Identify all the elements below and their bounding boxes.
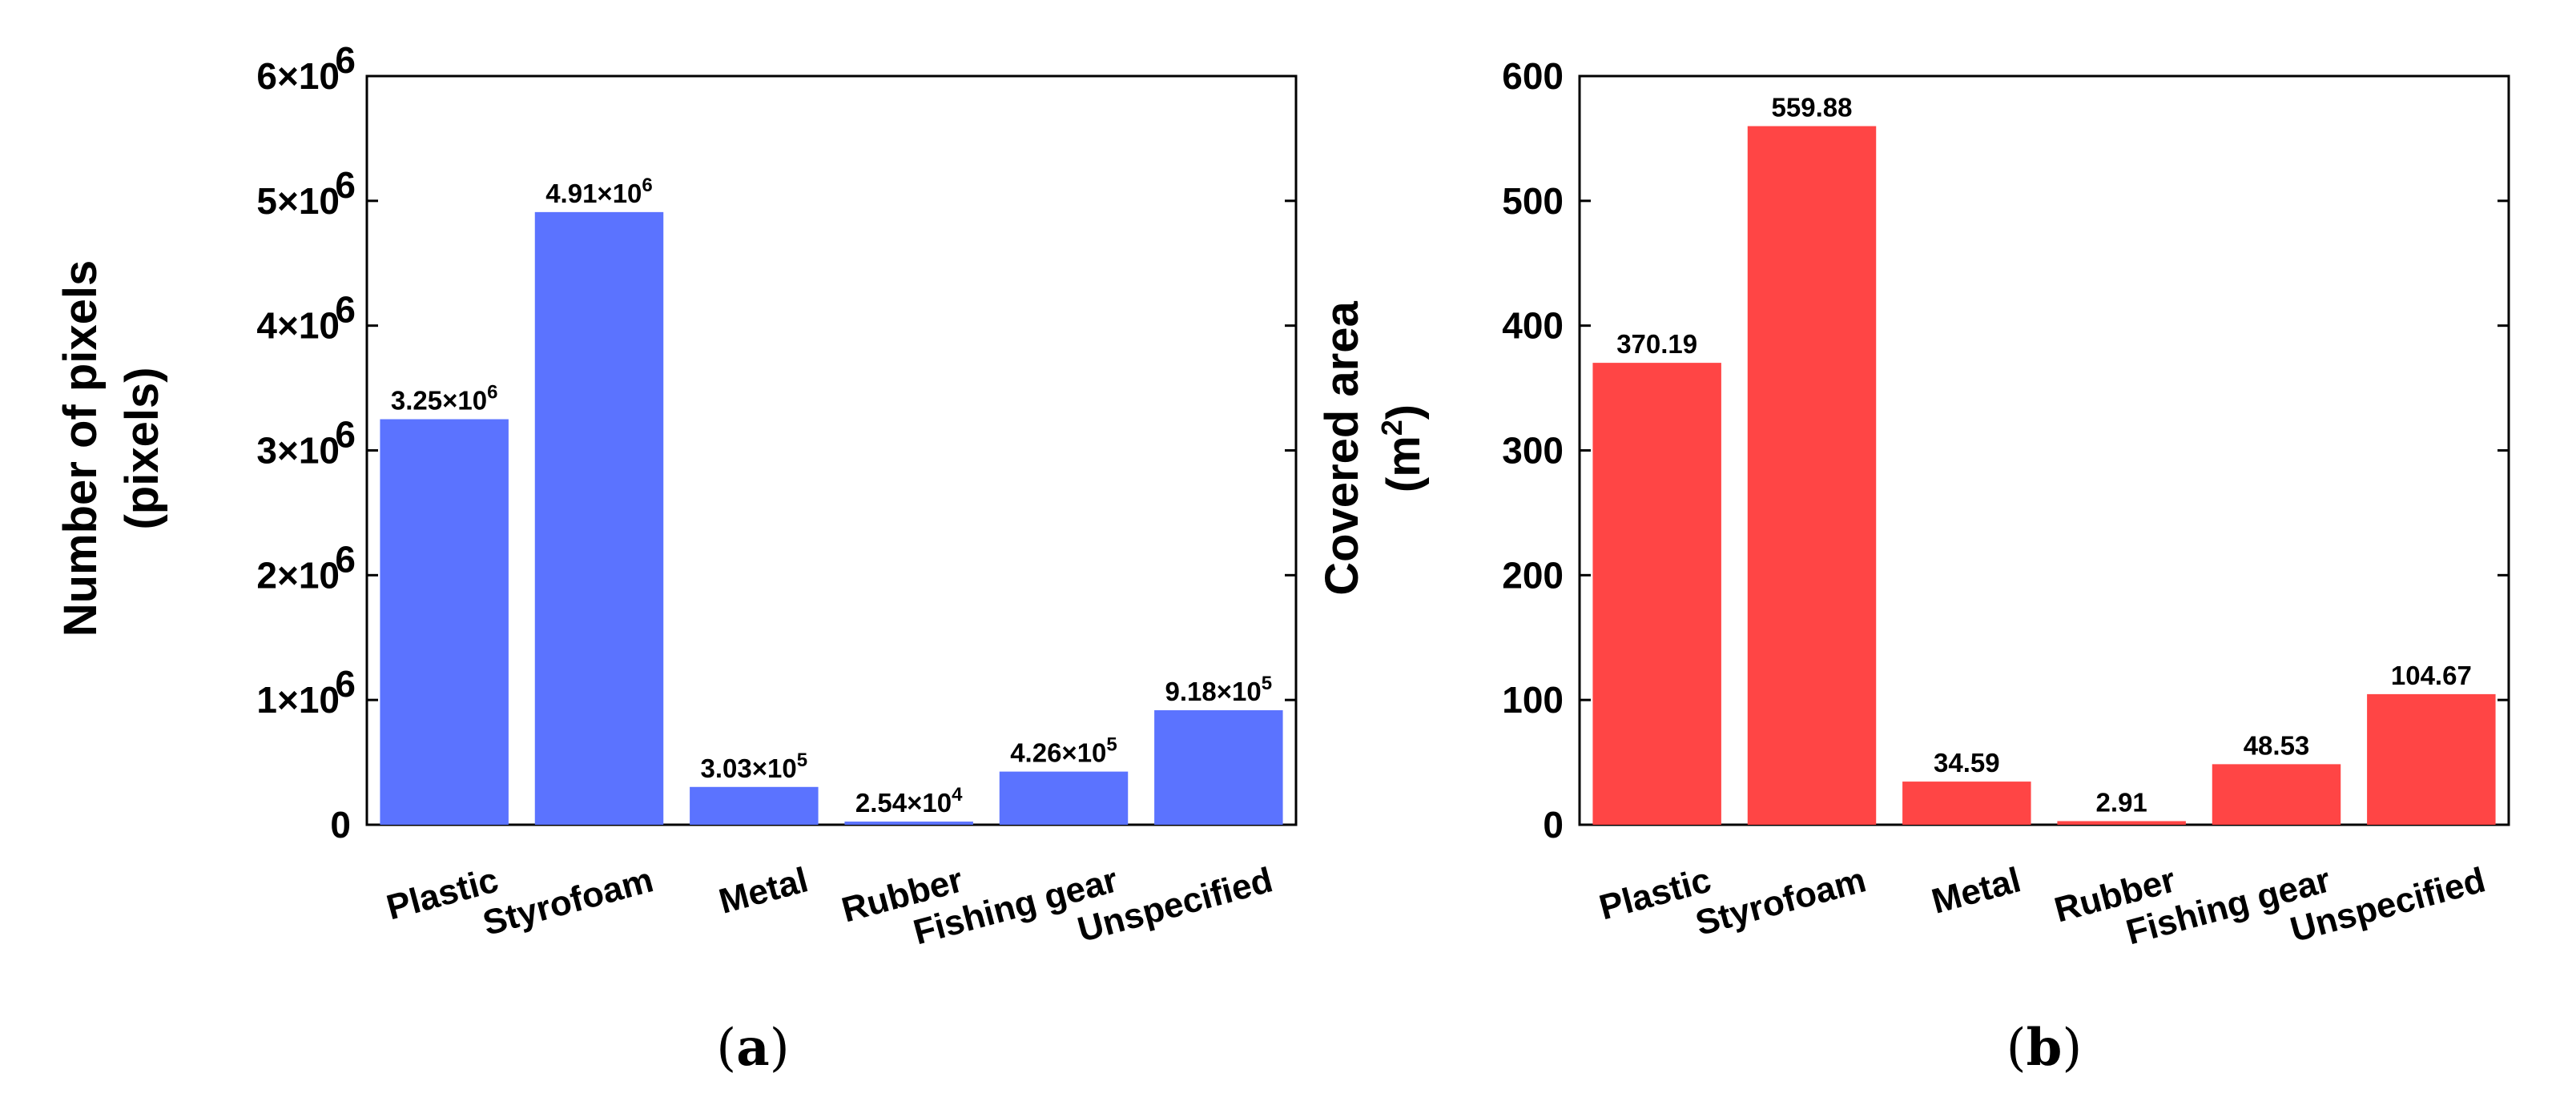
y-tick-label-a-text: 5×10 bbox=[256, 180, 340, 222]
data-label-a-3-text: 2.54×10 bbox=[855, 788, 952, 818]
y-tick-label-b: 600 bbox=[1502, 55, 1564, 97]
data-label-b-5-text: 104.67 bbox=[2391, 661, 2472, 690]
y-tick-label-a: 0 bbox=[330, 804, 351, 846]
bar-b-1 bbox=[1747, 126, 1877, 826]
data-label-a-0-text: 3.25×10 bbox=[391, 386, 487, 416]
data-label-b-1-text: 559.88 bbox=[1772, 93, 1853, 123]
data-label-b-2: 34.59 bbox=[1934, 748, 2000, 778]
data-label-b-3: 2.91 bbox=[2096, 787, 2147, 817]
bar-b-0 bbox=[1592, 363, 1721, 825]
data-label-b-1: 559.88 bbox=[1772, 93, 1853, 123]
data-label-b-5: 104.67 bbox=[2391, 661, 2472, 690]
data-label-a-4-text: 4.26×10 bbox=[1010, 738, 1106, 768]
data-label-b-4-text: 48.53 bbox=[2244, 730, 2310, 760]
svg-text:(m2): (m2) bbox=[1375, 404, 1430, 492]
svg-text:Number of pixels: Number of pixels bbox=[54, 260, 107, 637]
data-label-b-2-text: 34.59 bbox=[1934, 748, 2000, 778]
caption-b-open: ( bbox=[2006, 1019, 2027, 1078]
bar-a-2 bbox=[690, 786, 819, 825]
bar-b-5 bbox=[2367, 693, 2496, 825]
y-tick-label-a: 1×10 bbox=[256, 679, 340, 721]
svg-text:(pixels): (pixels) bbox=[116, 367, 168, 529]
y-tick-exp-a: 6 bbox=[335, 663, 356, 705]
y-tick-label-b-text: 600 bbox=[1502, 55, 1564, 97]
bar-a-0 bbox=[380, 419, 509, 825]
data-label-b-0-text: 370.19 bbox=[1616, 329, 1697, 359]
y-tick-exp-a: 6 bbox=[335, 414, 356, 456]
y-tick-label-a: 3×10 bbox=[256, 430, 340, 472]
data-label-a-1: 4.91×106 bbox=[545, 175, 653, 208]
y-tick-label-a-text: 2×10 bbox=[256, 554, 340, 596]
bar-b-3 bbox=[2057, 821, 2186, 825]
y-tick-label-a-text: 1×10 bbox=[256, 679, 340, 721]
caption-a-close: ) bbox=[770, 1019, 790, 1078]
caption-a-letter: a bbox=[736, 1018, 769, 1078]
bar-a-5 bbox=[1154, 709, 1283, 825]
caption-b-close: ) bbox=[2062, 1019, 2082, 1078]
y-tick-label-b: 500 bbox=[1502, 180, 1564, 222]
bar-a-1 bbox=[534, 211, 664, 825]
y-axis-label-b-line1: Covered area bbox=[1316, 300, 1368, 595]
data-label-a-2-exp: 5 bbox=[797, 749, 807, 771]
caption-a-open: ( bbox=[716, 1019, 736, 1078]
y-tick-label-b-text: 400 bbox=[1502, 305, 1564, 347]
y-tick-label-b-text: 100 bbox=[1502, 679, 1564, 721]
y-axis-label-b-line2-pre: (m bbox=[1378, 436, 1430, 492]
y-axis-label-b-line2-post: ) bbox=[1378, 404, 1430, 420]
y-tick-exp-a: 6 bbox=[335, 39, 356, 81]
caption-b: (b) bbox=[2006, 1018, 2083, 1078]
y-tick-label-a-text: 3×10 bbox=[256, 430, 340, 472]
bar-a-3 bbox=[844, 822, 973, 825]
y-tick-label-b: 300 bbox=[1502, 430, 1564, 472]
y-tick-label-b: 400 bbox=[1502, 305, 1564, 347]
data-label-b-0: 370.19 bbox=[1616, 329, 1697, 359]
svg-text:Covered area: Covered area bbox=[1316, 300, 1368, 595]
y-tick-label-a: 4×10 bbox=[256, 305, 340, 347]
y-tick-label-a: 5×10 bbox=[256, 180, 340, 222]
data-label-a-0: 3.25×106 bbox=[391, 382, 498, 416]
caption-b-letter: b bbox=[2027, 1018, 2063, 1078]
y-tick-label-a: 2×10 bbox=[256, 554, 340, 596]
data-label-a-0-exp: 6 bbox=[487, 382, 497, 404]
data-label-a-1-text: 4.91×10 bbox=[545, 179, 642, 208]
data-label-a-5-text: 9.18×10 bbox=[1165, 677, 1262, 706]
y-axis-label-a-line1: Number of pixels bbox=[54, 260, 107, 637]
data-label-b-3-text: 2.91 bbox=[2096, 787, 2147, 817]
y-axis-label-b-line2-exp: 2 bbox=[1375, 420, 1408, 436]
y-tick-exp-a: 6 bbox=[335, 164, 356, 206]
caption-a: (a) bbox=[716, 1018, 789, 1078]
y-tick-label-b-text: 0 bbox=[1543, 804, 1564, 846]
data-label-a-3-exp: 4 bbox=[952, 784, 963, 806]
y-tick-label-b: 100 bbox=[1502, 679, 1564, 721]
y-tick-label-b: 200 bbox=[1502, 554, 1564, 596]
bar-b-4 bbox=[2212, 764, 2341, 825]
data-label-a-2: 3.03×105 bbox=[701, 749, 808, 783]
y-tick-label-a-text: 6×10 bbox=[256, 55, 340, 97]
y-tick-label-a: 6×10 bbox=[256, 55, 340, 97]
y-tick-exp-a: 6 bbox=[335, 289, 356, 331]
y-axis-label-a-line2: (pixels) bbox=[116, 367, 168, 529]
bar-b-2 bbox=[1902, 782, 2031, 825]
y-tick-exp-a: 6 bbox=[335, 538, 356, 580]
data-label-a-5: 9.18×105 bbox=[1165, 673, 1273, 706]
data-label-a-4: 4.26×105 bbox=[1010, 734, 1117, 768]
y-tick-label-b: 0 bbox=[1543, 804, 1564, 846]
y-tick-label-b-text: 300 bbox=[1502, 430, 1564, 472]
y-axis-label-b: Covered area (m2) bbox=[1316, 300, 1430, 595]
y-tick-label-a-text: 0 bbox=[330, 804, 351, 846]
data-label-b-4: 48.53 bbox=[2244, 730, 2310, 760]
data-label-a-2-text: 3.03×10 bbox=[701, 753, 797, 783]
y-tick-label-a-text: 4×10 bbox=[256, 305, 340, 347]
y-tick-label-b-text: 500 bbox=[1502, 180, 1564, 222]
y-tick-label-b-text: 200 bbox=[1502, 554, 1564, 596]
data-label-a-5-exp: 5 bbox=[1262, 673, 1272, 694]
data-label-a-1-exp: 6 bbox=[642, 175, 652, 196]
bar-a-4 bbox=[999, 771, 1129, 825]
data-label-a-4-exp: 5 bbox=[1106, 734, 1117, 756]
data-label-a-3: 2.54×104 bbox=[855, 784, 963, 818]
y-axis-label-a: Number of pixels (pixels) bbox=[54, 260, 168, 637]
